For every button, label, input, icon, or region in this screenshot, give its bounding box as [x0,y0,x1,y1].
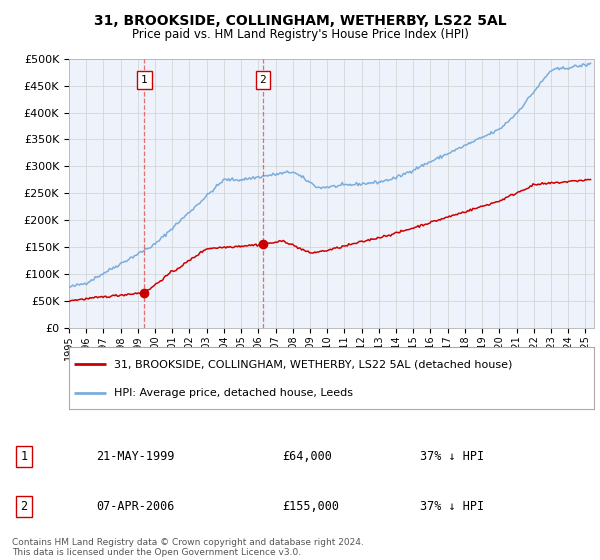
Text: £155,000: £155,000 [282,500,339,514]
Text: 37% ↓ HPI: 37% ↓ HPI [420,450,484,463]
Text: 2: 2 [260,75,266,85]
Text: 37% ↓ HPI: 37% ↓ HPI [420,500,484,514]
Text: 07-APR-2006: 07-APR-2006 [96,500,175,514]
Text: Contains HM Land Registry data © Crown copyright and database right 2024.
This d: Contains HM Land Registry data © Crown c… [12,538,364,557]
Text: 1: 1 [20,450,28,463]
Text: Price paid vs. HM Land Registry's House Price Index (HPI): Price paid vs. HM Land Registry's House … [131,28,469,41]
Text: 31, BROOKSIDE, COLLINGHAM, WETHERBY, LS22 5AL: 31, BROOKSIDE, COLLINGHAM, WETHERBY, LS2… [94,14,506,28]
Text: 1: 1 [141,75,148,85]
Text: 21-MAY-1999: 21-MAY-1999 [96,450,175,463]
Text: 2: 2 [20,500,28,514]
Text: £64,000: £64,000 [282,450,332,463]
Text: 31, BROOKSIDE, COLLINGHAM, WETHERBY, LS22 5AL (detached house): 31, BROOKSIDE, COLLINGHAM, WETHERBY, LS2… [113,360,512,370]
Text: HPI: Average price, detached house, Leeds: HPI: Average price, detached house, Leed… [113,389,353,398]
